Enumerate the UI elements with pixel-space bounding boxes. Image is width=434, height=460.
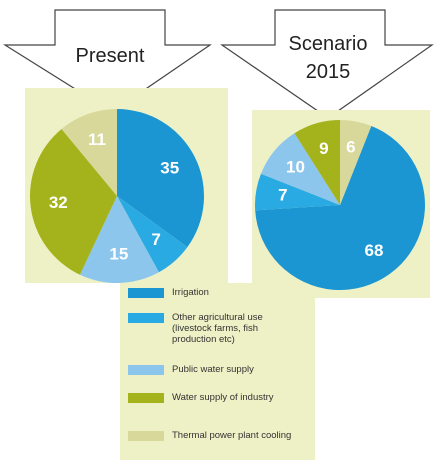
pie-slice bbox=[340, 120, 372, 205]
pie-slice bbox=[29, 128, 117, 275]
pie-title: Scenario 2015 bbox=[288, 33, 368, 83]
legend-label: Irrigation bbox=[172, 287, 209, 298]
pie-slice bbox=[294, 120, 340, 205]
arrow bbox=[220, 9, 434, 119]
data-label: 7 bbox=[151, 230, 160, 249]
data-label: 32 bbox=[49, 193, 68, 212]
data-label: 15 bbox=[109, 245, 128, 264]
data-label: 68 bbox=[365, 241, 384, 260]
pie-slice bbox=[117, 196, 188, 273]
pie-slice bbox=[61, 109, 117, 196]
legend-label: Thermal power plant cooling bbox=[172, 430, 292, 441]
pie-slice bbox=[117, 109, 204, 248]
pie-title: Present bbox=[75, 45, 145, 67]
pie-slice bbox=[260, 133, 340, 205]
data-label: 35 bbox=[160, 159, 179, 178]
legend-label: Other agricultural use (livestock farms,… bbox=[172, 312, 263, 345]
data-label: 7 bbox=[278, 185, 287, 204]
legend-swatch bbox=[128, 313, 164, 323]
legend-swatch bbox=[128, 431, 164, 441]
data-label: 9 bbox=[319, 139, 328, 158]
data-label: 10 bbox=[286, 158, 305, 177]
legend-swatch bbox=[128, 288, 164, 298]
arrow bbox=[2, 9, 212, 113]
data-label: 11 bbox=[88, 130, 106, 149]
legend-swatch bbox=[128, 365, 164, 375]
pie-slice bbox=[255, 125, 426, 291]
legend-swatch bbox=[128, 393, 164, 403]
data-label: 6 bbox=[346, 138, 355, 157]
pie-slice bbox=[255, 173, 340, 211]
legend-label: Water supply of industry bbox=[172, 392, 274, 403]
pie-slice bbox=[79, 196, 159, 283]
legend-label: Public water supply bbox=[172, 364, 254, 375]
